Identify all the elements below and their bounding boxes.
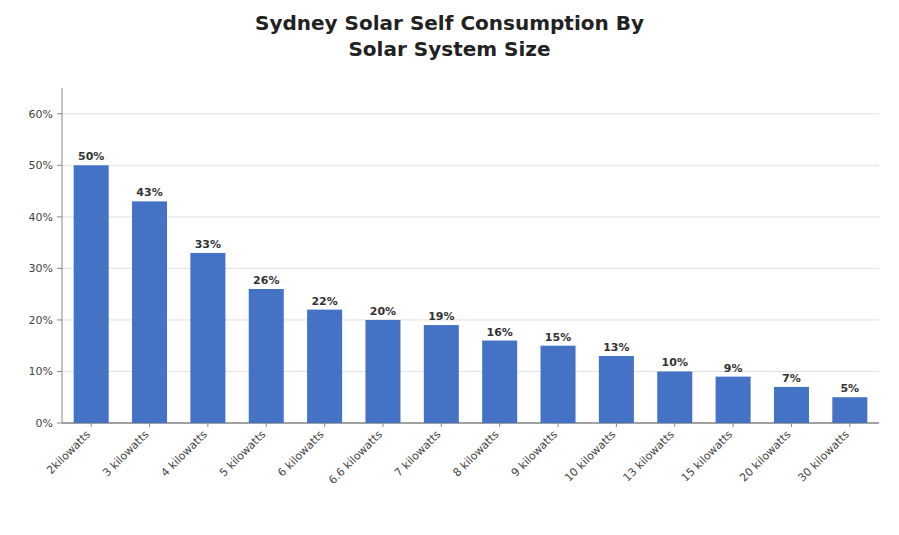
- x-tick: [791, 423, 792, 427]
- x-tick-label: 4 kilowatts: [159, 428, 211, 480]
- bar: [541, 346, 576, 423]
- x-tick-label: 10 kilowatts: [562, 428, 619, 485]
- grid-line: [62, 216, 879, 217]
- data-label: 22%: [311, 295, 337, 308]
- y-tick-label: 30%: [29, 262, 53, 275]
- y-tick: [57, 423, 62, 424]
- chart: Sydney Solar Self Consumption BySolar Sy…: [0, 0, 899, 535]
- bar: [249, 289, 284, 423]
- x-tick: [149, 423, 150, 427]
- y-tick: [57, 371, 62, 372]
- x-tick-label: 8 kilowatts: [450, 428, 502, 480]
- data-label: 16%: [487, 326, 513, 339]
- data-label: 33%: [195, 238, 221, 251]
- x-tick-label: 6.6 kilowatts: [326, 428, 385, 487]
- x-tick-label: 3 kilowatts: [100, 428, 152, 480]
- grid-line: [62, 268, 879, 269]
- y-tick-label: 40%: [29, 211, 53, 224]
- y-tick-label: 20%: [29, 314, 53, 327]
- y-tick: [57, 216, 62, 217]
- bar: [832, 397, 867, 423]
- y-axis-line: [62, 88, 63, 423]
- data-label: 10%: [662, 356, 688, 369]
- x-tick: [382, 423, 383, 427]
- bar: [74, 165, 109, 423]
- grid-line: [62, 371, 879, 372]
- bar: [424, 325, 459, 423]
- x-axis-line: [62, 422, 879, 423]
- x-tick: [499, 423, 500, 427]
- x-tick: [324, 423, 325, 427]
- x-tick-label: 7 kilowatts: [392, 428, 444, 480]
- title: Sydney Solar Self Consumption BySolar Sy…: [255, 11, 644, 61]
- y-tick: [57, 268, 62, 269]
- y-tick: [57, 165, 62, 166]
- grid-line: [62, 113, 879, 114]
- title-line: Solar System Size: [348, 37, 550, 61]
- y-tick: [57, 113, 62, 114]
- x-tick: [674, 423, 675, 427]
- x-axis: 2kilowatts3 kilowatts4 kilowatts5 kilowa…: [44, 423, 852, 487]
- y-tick-label: 10%: [29, 365, 53, 378]
- data-label: 9%: [724, 362, 743, 375]
- bar: [365, 320, 400, 423]
- x-tick-label: 13 kilowatts: [620, 428, 677, 485]
- x-tick: [849, 423, 850, 427]
- y-axis: 0% 10% 20% 30% 40% 50% 60%: [29, 88, 879, 430]
- x-tick: [558, 423, 559, 427]
- x-tick: [207, 423, 208, 427]
- x-tick-label: 15 kilowatts: [679, 428, 736, 485]
- bar: [716, 377, 751, 423]
- y-tick-label: 50%: [29, 159, 53, 172]
- x-tick-label: 30 kilowatts: [796, 428, 853, 485]
- data-label: 43%: [136, 186, 162, 199]
- bar: [190, 253, 225, 423]
- x-tick-label: 6 kilowatts: [275, 428, 327, 480]
- grid-line: [62, 319, 879, 320]
- data-labels: 50% 43% 33% 26% 22% 20% 19% 16% 15% 13% 10% 9% 7% 5%: [78, 150, 859, 395]
- bar: [599, 356, 634, 423]
- y-tick-label: 60%: [29, 108, 53, 121]
- x-tick: [266, 423, 267, 427]
- x-tick: [91, 423, 92, 427]
- title-line: Sydney Solar Self Consumption By: [255, 11, 644, 35]
- bar: [132, 201, 167, 423]
- data-label: 20%: [370, 305, 396, 318]
- data-label: 7%: [782, 372, 801, 385]
- data-label: 19%: [428, 310, 454, 323]
- data-label: 50%: [78, 150, 104, 163]
- bars: [74, 165, 868, 423]
- data-label: 26%: [253, 274, 279, 287]
- y-tick: [57, 319, 62, 320]
- grid-line: [62, 423, 879, 424]
- grid-line: [62, 165, 879, 166]
- x-tick-label: 9 kilowatts: [509, 428, 561, 480]
- bar: [774, 387, 809, 423]
- data-label: 13%: [603, 341, 629, 354]
- bar: [657, 371, 692, 423]
- x-tick-label: 2kilowatts: [44, 428, 93, 477]
- x-tick: [441, 423, 442, 427]
- bar: [307, 310, 342, 423]
- x-tick: [616, 423, 617, 427]
- bar: [482, 341, 517, 423]
- data-label: 15%: [545, 331, 571, 344]
- x-tick-label: 5 kilowatts: [217, 428, 269, 480]
- data-label: 5%: [840, 382, 859, 395]
- x-tick: [733, 423, 734, 427]
- y-tick-label: 0%: [36, 417, 53, 430]
- x-tick-label: 20 kilowatts: [737, 428, 794, 485]
- grid: [62, 114, 879, 423]
